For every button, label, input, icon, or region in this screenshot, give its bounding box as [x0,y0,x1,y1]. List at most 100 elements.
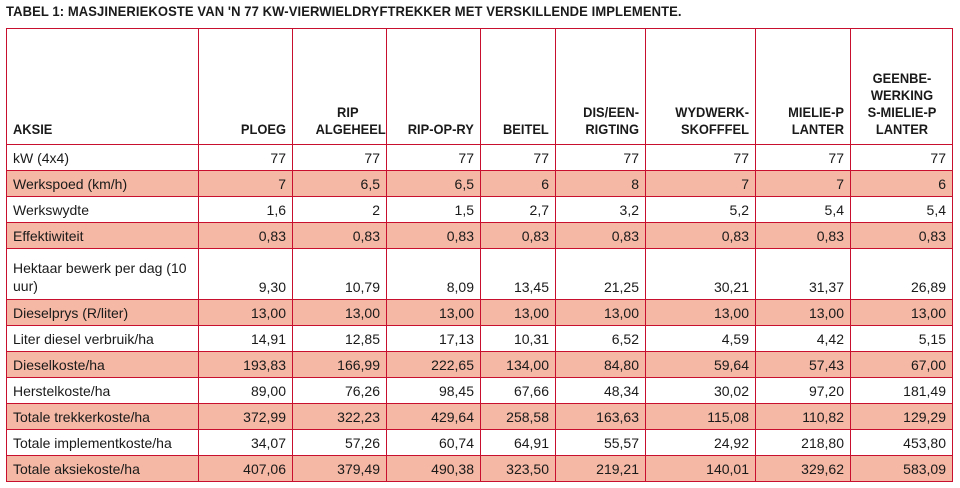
table-cell: 7 [198,170,293,197]
table-cell: 7 [645,170,756,197]
table-cell: 9,30 [198,248,293,300]
table-cell: 57,26 [292,429,387,456]
table-cell: 89,00 [198,377,293,404]
column-header: AKSIE [6,28,199,145]
table-cell: 1,6 [198,196,293,223]
row-label: Werkswydte [6,196,199,223]
row-label: kW (4x4) [6,144,199,171]
table-cell: 13,00 [555,299,646,326]
table-row: Dieselkoste/ha 193,83 166,99 222,65 134,00 84… [6,351,953,378]
table-cell: 379,49 [292,455,387,482]
row-label: Totale trekkerkoste/ha [6,403,199,430]
table-cell: 407,06 [198,455,293,482]
row-label: Totale implementkoste/ha [6,429,199,456]
table-cell: 30,02 [645,377,756,404]
row-label: Werkspoed (km/h) [6,170,199,197]
table-cell: 77 [555,144,646,171]
table-row: Liter diesel verbruik/ha 14,91 12,85 17,13 1… [6,325,953,352]
column-header: RIP ALGEHEEL [292,28,387,145]
table-cell: 583,09 [850,455,953,482]
table-cell: 77 [198,144,293,171]
cost-table: AKSIE PLOEG RIP ALGEHEEL RIP-OP-RY BEITE… [6,28,953,482]
table-cell: 6,52 [555,325,646,352]
column-header: GEENBE-WERKINGS-MIELIE-PLANTER [850,28,953,145]
table-cell: 98,45 [386,377,481,404]
table-cell: 5,2 [645,196,756,223]
table-cell: 77 [292,144,387,171]
table-cell: 48,34 [555,377,646,404]
column-header: RIP-OP-RY [386,28,481,145]
table-cell: 0,83 [755,222,851,249]
table-cell: 490,38 [386,455,481,482]
table-row: Totale aksiekoste/ha 407,06 379,49 490,38 32… [6,455,953,482]
table-row: Herstelkoste/ha 89,00 76,26 98,45 67,66 48,34… [6,377,953,404]
table-cell: 115,08 [645,403,756,430]
table-cell: 181,49 [850,377,953,404]
table-cell: 67,66 [480,377,556,404]
table-row: Hektaar bewerk per dag (10 uur) 9,30 10,79… [6,248,953,300]
table-cell: 3,2 [555,196,646,223]
table-cell: 329,62 [755,455,851,482]
row-label: Dieselkoste/ha [6,351,199,378]
row-label: Totale aksiekoste/ha [6,455,199,482]
table-cell: 64,91 [480,429,556,456]
column-header: WYDWERK-SKOFFFEL [645,28,756,145]
table-cell: 4,42 [755,325,851,352]
table-cell: 76,26 [292,377,387,404]
table-cell: 57,43 [755,351,851,378]
table-row: Werkswydte 1,6 2 1,5 2,7 3,2 5,2 5,4 5,4 [6,196,953,223]
table-cell: 13,00 [198,299,293,326]
table-row: Totale implementkoste/ha 34,07 57,26 60,74 6… [6,429,953,456]
table-caption: TABEL 1: MASJINERIEKOSTE VAN 'N 77 KW-VI… [6,3,682,19]
column-header: MIELIE-PLANTER [755,28,851,145]
table-cell: 2 [292,196,387,223]
column-header: BEITEL [480,28,556,145]
table-cell: 13,00 [850,299,953,326]
table-cell: 12,85 [292,325,387,352]
table-cell: 13,00 [480,299,556,326]
table-cell: 5,4 [755,196,851,223]
header-row: AKSIE PLOEG RIP ALGEHEEL RIP-OP-RY BEITE… [6,28,953,145]
table-cell: 134,00 [480,351,556,378]
table-cell: 8,09 [386,248,481,300]
table-cell: 13,00 [755,299,851,326]
table-cell: 60,74 [386,429,481,456]
table-cell: 10,79 [292,248,387,300]
table-row: kW (4x4) 77 77 77 77 77 77 77 77 [6,144,953,171]
table-cell: 5,4 [850,196,953,223]
table-cell: 0,83 [555,222,646,249]
table-cell: 6,5 [292,170,387,197]
table-cell: 0,83 [292,222,387,249]
table-cell: 129,29 [850,403,953,430]
table-cell: 6,5 [386,170,481,197]
table-cell: 67,00 [850,351,953,378]
table-cell: 4,59 [645,325,756,352]
table-cell: 222,65 [386,351,481,378]
table-cell: 163,63 [555,403,646,430]
table-body: kW (4x4) 77 77 77 77 77 77 77 77 Werkspoed (km/h)… [6,144,953,482]
table-cell: 6 [850,170,953,197]
table-cell: 31,37 [755,248,851,300]
table-cell: 218,80 [755,429,851,456]
column-header: DIS/EEN-RIGTING [555,28,646,145]
table-cell: 5,15 [850,325,953,352]
table-cell: 7 [755,170,851,197]
table-row: Effektiwiteit 0,83 0,83 0,83 0,83 0,83 0,83 0,8… [6,222,953,249]
table-cell: 0,83 [645,222,756,249]
table-cell: 13,00 [645,299,756,326]
table-cell: 429,64 [386,403,481,430]
table-cell: 0,83 [850,222,953,249]
row-label: Liter diesel verbruik/ha [6,325,199,352]
table-cell: 0,83 [480,222,556,249]
table-cell: 110,82 [755,403,851,430]
table-cell: 77 [480,144,556,171]
table-cell: 13,45 [480,248,556,300]
table-cell: 24,92 [645,429,756,456]
table-cell: 77 [850,144,953,171]
table-cell: 84,80 [555,351,646,378]
table-cell: 0,83 [386,222,481,249]
table-cell: 6 [480,170,556,197]
table-cell: 0,83 [198,222,293,249]
table-cell: 193,83 [198,351,293,378]
table-cell: 26,89 [850,248,953,300]
